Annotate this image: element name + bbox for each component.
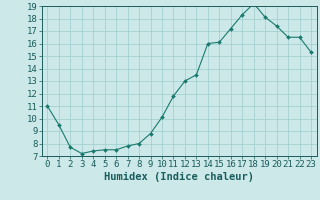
X-axis label: Humidex (Indice chaleur): Humidex (Indice chaleur) <box>104 172 254 182</box>
